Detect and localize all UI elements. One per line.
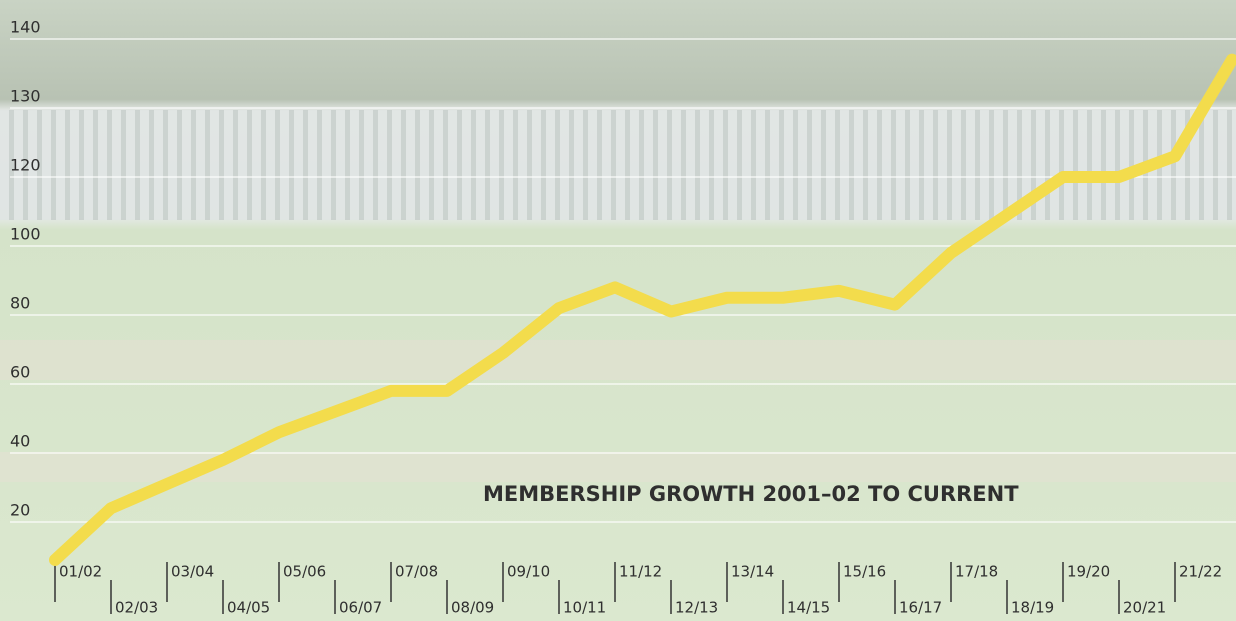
x-tick-label: 20/21: [1123, 599, 1166, 617]
y-tick-label: 140: [10, 18, 41, 37]
x-tick-label: 12/13: [675, 599, 718, 617]
data-line: [49, 53, 1236, 566]
x-tick-label: 19/20: [1067, 563, 1110, 581]
x-tick-label: 04/05: [227, 599, 270, 617]
y-tick-label: 80: [10, 294, 30, 313]
x-tick-label: 21/22: [1179, 563, 1222, 581]
x-tick-label: 08/09: [451, 599, 494, 617]
y-tick-label: 100: [10, 225, 41, 244]
x-tick-label: 07/08: [395, 563, 438, 581]
x-tick-label: 18/19: [1011, 599, 1054, 617]
x-tick-label: 11/12: [619, 563, 662, 581]
x-tick-label: 02/03: [115, 599, 158, 617]
x-tick-label: 13/14: [731, 563, 774, 581]
x-tick-label: 09/10: [507, 563, 550, 581]
x-tick-label: 10/11: [563, 599, 606, 617]
y-tick-label: 40: [10, 432, 30, 451]
y-tick-label: 60: [10, 363, 30, 382]
x-tick-label: 15/16: [843, 563, 886, 581]
x-tick-label: 16/17: [899, 599, 942, 617]
x-tick-label: 06/07: [339, 599, 382, 617]
x-tick-label: 01/02: [59, 563, 102, 581]
x-tick-label: 05/06: [283, 563, 326, 581]
x-tick-label: 17/18: [955, 563, 998, 581]
chart-title: MEMBERSHIP GROWTH 2001–02 TO CURRENT: [483, 482, 1019, 506]
y-tick-label: 130: [10, 87, 41, 106]
y-tick-label: 20: [10, 501, 30, 520]
x-tick-label: 14/15: [787, 599, 830, 617]
x-tick-label: 03/04: [171, 563, 214, 581]
y-tick-label: 120: [10, 156, 41, 175]
